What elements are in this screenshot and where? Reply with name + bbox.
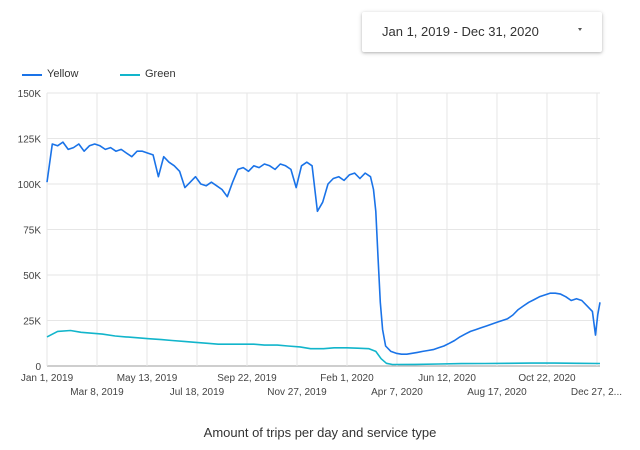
x-tick-label: May 13, 2019 <box>117 373 178 384</box>
x-tick-label: Oct 22, 2020 <box>518 373 576 384</box>
y-tick-label: 50K <box>23 271 41 282</box>
series-line-green <box>46 329 601 366</box>
date-range-picker[interactable]: Jan 1, 2019 - Dec 31, 2020 <box>362 12 602 52</box>
x-tick-label: Jan 1, 2019 <box>21 373 74 384</box>
legend-label-yellow: Yellow <box>47 68 79 80</box>
legend-swatch-yellow <box>22 74 42 76</box>
y-tick-label: 125K <box>18 135 42 146</box>
y-tick-label: 100K <box>18 180 42 191</box>
x-tick-label: Feb 1, 2020 <box>320 373 374 384</box>
x-tick-label: Sep 22, 2019 <box>217 373 277 384</box>
x-tick-label: Jun 12, 2020 <box>418 373 476 384</box>
caret-down-icon <box>578 28 582 31</box>
date-range-label: Jan 1, 2019 - Dec 31, 2020 <box>382 24 539 39</box>
y-tick-label: 25K <box>23 317 41 328</box>
x-tick-label: Nov 27, 2019 <box>267 387 327 398</box>
x-tick-label: Aug 17, 2020 <box>467 387 527 398</box>
chart-caption: Amount of trips per day and service type <box>203 425 437 440</box>
x-tick-label: Dec 27, 2... <box>571 387 622 398</box>
series-line-yellow <box>46 141 601 355</box>
y-tick-label: 0 <box>35 362 41 373</box>
x-tick-label: Apr 7, 2020 <box>371 387 423 398</box>
legend-swatch-green <box>120 74 140 76</box>
x-tick-label: Jul 18, 2019 <box>170 387 225 398</box>
y-tick-label: 75K <box>23 226 41 237</box>
y-tick-label: 150K <box>18 89 42 100</box>
x-tick-label: Mar 8, 2019 <box>70 387 124 398</box>
legend-label-green: Green <box>145 68 176 80</box>
